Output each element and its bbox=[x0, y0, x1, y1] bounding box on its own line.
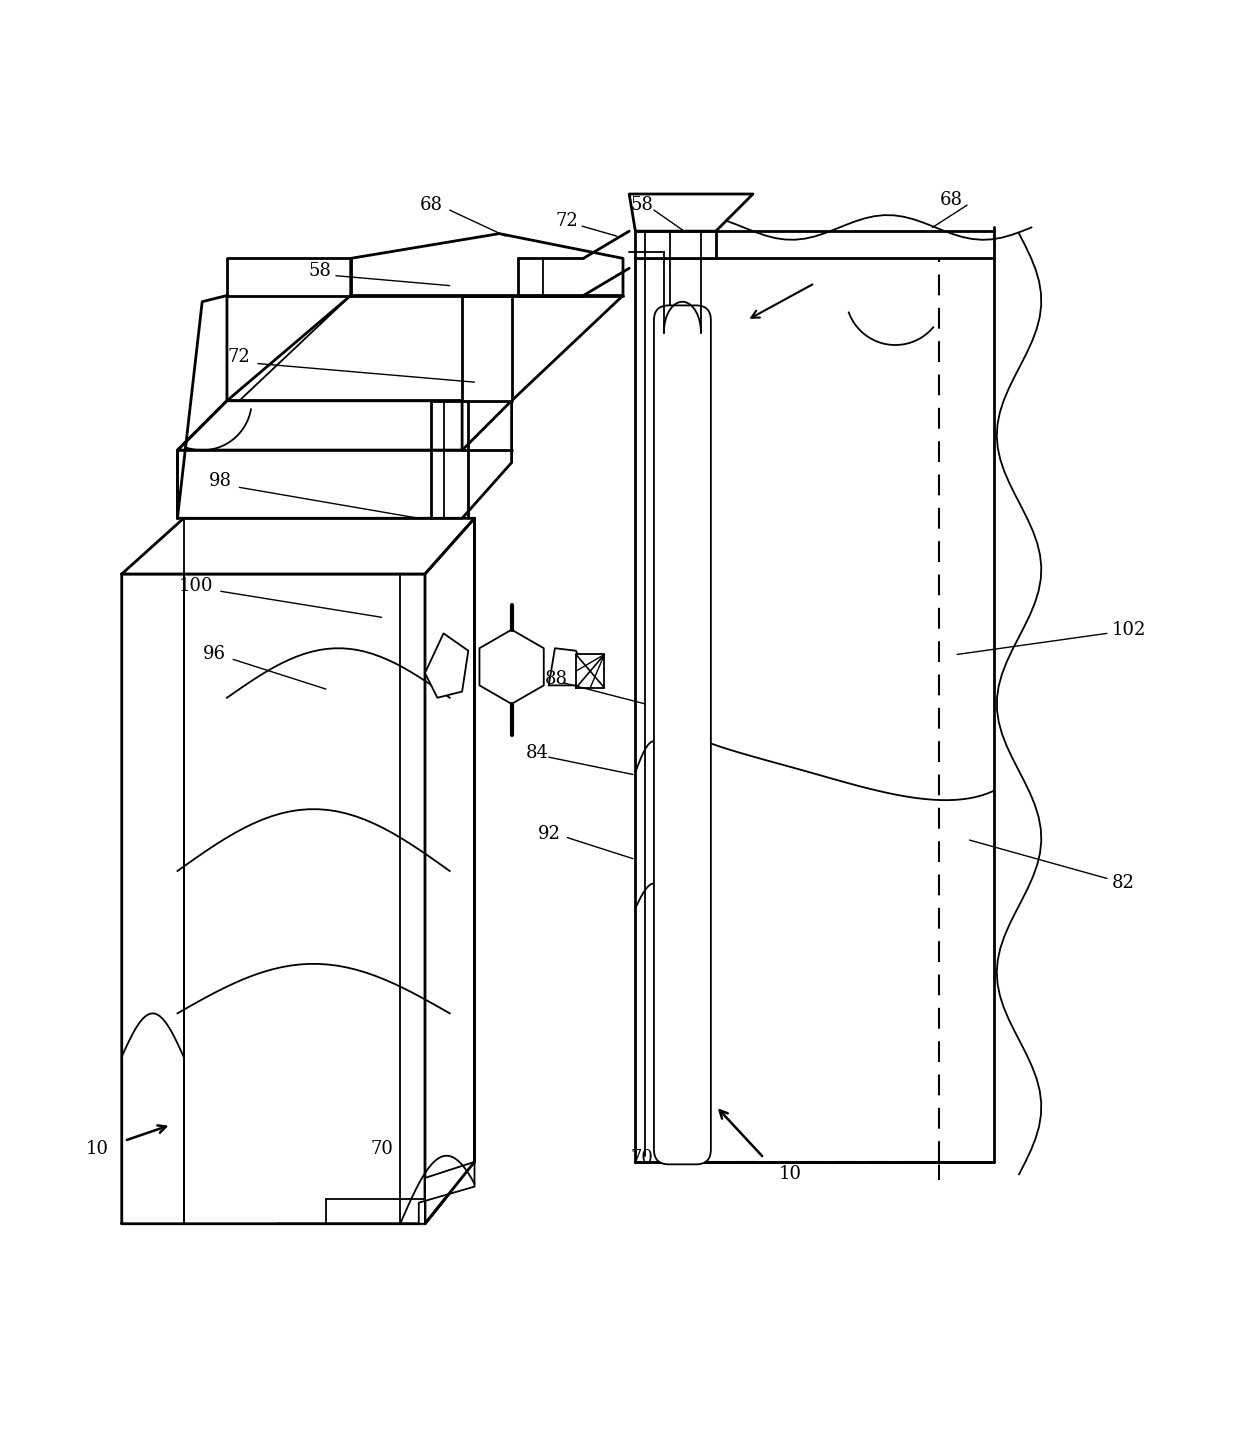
Polygon shape bbox=[122, 519, 475, 574]
Polygon shape bbox=[227, 296, 623, 400]
Text: 68: 68 bbox=[420, 197, 442, 214]
Polygon shape bbox=[629, 194, 753, 231]
Text: 58: 58 bbox=[630, 197, 653, 214]
Polygon shape bbox=[576, 655, 604, 688]
Text: 70: 70 bbox=[630, 1149, 653, 1168]
Polygon shape bbox=[177, 400, 512, 519]
FancyBboxPatch shape bbox=[654, 305, 711, 1165]
Polygon shape bbox=[177, 400, 512, 451]
Text: 10: 10 bbox=[779, 1165, 801, 1183]
Text: 68: 68 bbox=[939, 191, 962, 210]
Text: 88: 88 bbox=[545, 670, 567, 688]
Polygon shape bbox=[548, 649, 583, 685]
Polygon shape bbox=[480, 630, 543, 704]
Polygon shape bbox=[122, 519, 475, 1224]
Polygon shape bbox=[425, 633, 468, 698]
Text: 10: 10 bbox=[86, 1140, 108, 1159]
Polygon shape bbox=[227, 259, 350, 296]
Text: 58: 58 bbox=[308, 262, 331, 280]
Polygon shape bbox=[462, 296, 512, 400]
Polygon shape bbox=[177, 296, 227, 519]
Text: 96: 96 bbox=[203, 646, 226, 663]
Polygon shape bbox=[635, 231, 715, 259]
Text: 70: 70 bbox=[370, 1140, 392, 1159]
Polygon shape bbox=[277, 1162, 475, 1224]
Polygon shape bbox=[635, 259, 994, 1162]
Text: 102: 102 bbox=[1111, 621, 1146, 639]
Polygon shape bbox=[425, 519, 475, 1224]
Polygon shape bbox=[350, 234, 623, 296]
Text: 72: 72 bbox=[228, 348, 250, 367]
Text: 82: 82 bbox=[1111, 874, 1135, 893]
Text: 100: 100 bbox=[178, 578, 213, 595]
Text: 92: 92 bbox=[538, 825, 561, 842]
Text: 72: 72 bbox=[556, 212, 578, 230]
Text: 84: 84 bbox=[526, 744, 548, 763]
Text: 98: 98 bbox=[209, 473, 232, 490]
